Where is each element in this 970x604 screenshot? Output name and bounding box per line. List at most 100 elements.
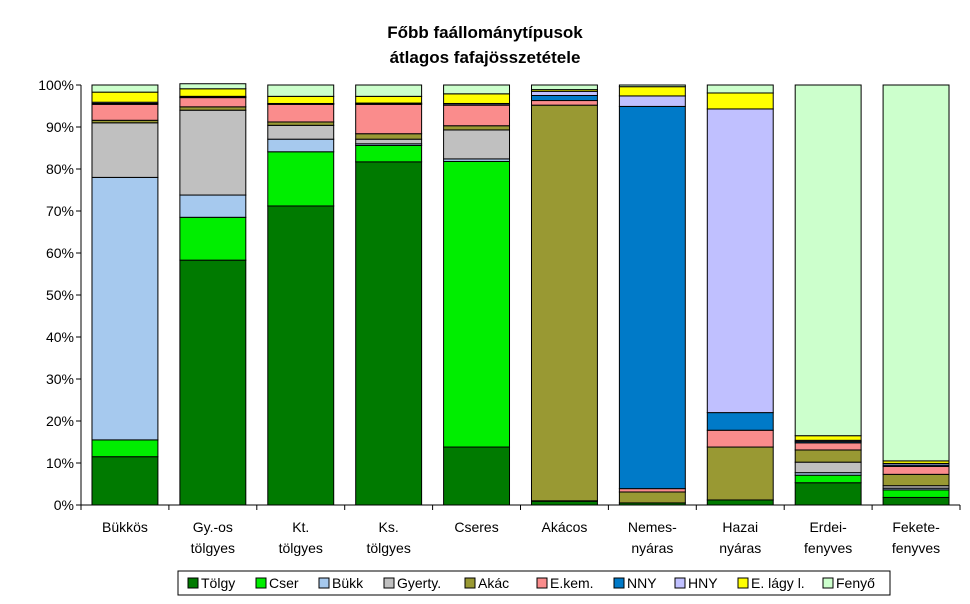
bar-segment xyxy=(706,108,774,414)
legend-label: Akác xyxy=(478,575,509,591)
legend-label: E. lágy l. xyxy=(751,575,805,591)
x-axis: Bükkös Gy.-os tölgyes Kt. tölgyes Ks. tölgyes C… xyxy=(80,504,961,556)
bar-segment xyxy=(179,88,247,97)
x-category-label: tölgyes xyxy=(191,540,235,556)
x-category-label: tölgyes xyxy=(366,540,410,556)
legend-label: NNY xyxy=(627,575,657,591)
bar-segment xyxy=(882,465,950,475)
bar-segment xyxy=(91,84,159,93)
legend: Tölgy Cser Bükk Gyerty. Akác E.kem. NNY HNY E. l… xyxy=(177,570,891,596)
x-category-label: fenyves xyxy=(804,540,852,556)
bar-segment xyxy=(179,109,247,196)
legend-swatch xyxy=(613,577,625,589)
legend-swatch xyxy=(464,577,476,589)
bars xyxy=(91,83,950,506)
bar-segment xyxy=(91,91,159,103)
bar-segment xyxy=(267,103,335,123)
bar-segment xyxy=(443,104,511,127)
bar-segment xyxy=(179,83,247,90)
bar-segment xyxy=(267,205,335,506)
bar-segment xyxy=(443,446,511,506)
bar-segment xyxy=(882,84,950,462)
bar-segment xyxy=(882,496,950,506)
y-tick-label: 10% xyxy=(46,455,74,471)
bar-segment xyxy=(355,95,423,104)
x-category-label: Akácos xyxy=(541,519,587,535)
legend-label: Cser xyxy=(269,575,299,591)
bar-segment xyxy=(91,456,159,506)
legend-label: Fenyő xyxy=(836,575,875,591)
bar-segment xyxy=(530,95,598,102)
legend-swatch xyxy=(674,577,686,589)
bar-segment xyxy=(706,446,774,501)
legend-label: Gyerty. xyxy=(397,575,441,591)
bar-segment xyxy=(179,194,247,218)
bar-segment xyxy=(794,84,862,437)
bar-segment xyxy=(530,500,598,506)
y-tick-label: 20% xyxy=(46,413,74,429)
bar-segment xyxy=(355,133,423,140)
x-category-label: Kt. xyxy=(292,519,309,535)
bar-segment xyxy=(706,412,774,431)
bar-segment xyxy=(267,84,335,97)
bar-segment xyxy=(267,138,335,153)
bar-segment xyxy=(794,442,862,451)
bar-segment xyxy=(530,90,598,97)
legend-swatch xyxy=(187,577,199,589)
bar-segment xyxy=(443,125,511,131)
bar-segment xyxy=(706,84,774,94)
bar-segment xyxy=(91,439,159,458)
bar-segment xyxy=(706,499,774,506)
legend-swatch xyxy=(822,577,834,589)
legend-box xyxy=(177,570,891,596)
bar-segment xyxy=(443,93,511,104)
legend-swatch xyxy=(255,577,267,589)
bar-segment xyxy=(794,474,862,484)
bar-segment xyxy=(706,429,774,448)
bar-segment xyxy=(794,461,862,474)
bar-segment xyxy=(179,259,247,506)
bar-segment xyxy=(443,84,511,95)
legend-label: Bükk xyxy=(332,575,364,591)
bar-segment xyxy=(618,95,686,107)
y-tick-label: 40% xyxy=(46,329,74,345)
bar-segment xyxy=(618,105,686,490)
x-category-label: Ks. xyxy=(379,519,399,535)
bar-segment xyxy=(267,95,335,104)
bar-segment xyxy=(443,129,511,160)
bar-segment xyxy=(794,435,862,441)
bar-segment xyxy=(179,97,247,108)
bar-segment xyxy=(267,124,335,140)
y-tick-label: 70% xyxy=(46,203,74,219)
chart-title-line-1: Főbb faállománytípusok xyxy=(387,23,583,42)
x-category-label: Bükkös xyxy=(102,519,148,535)
bar-segment xyxy=(794,449,862,463)
legend-swatch xyxy=(536,577,548,589)
y-tick-label: 60% xyxy=(46,245,74,261)
x-category-label: nyáras xyxy=(631,540,673,556)
bar-segment xyxy=(618,86,686,97)
x-category-label: Erdei- xyxy=(809,519,847,535)
y-tick-label: 80% xyxy=(46,161,74,177)
bar-segment xyxy=(267,151,335,207)
bar-segment xyxy=(618,488,686,493)
bar-segment xyxy=(355,161,423,506)
y-tick-label: 50% xyxy=(46,287,74,303)
bar-segment xyxy=(530,100,598,106)
bar-segment xyxy=(355,103,423,135)
bar-segment xyxy=(179,216,247,261)
x-category-label: fenyves xyxy=(892,540,940,556)
y-axis: 0% 10% 20% 30% 40% 50% 60% 70% 80% 90% 100% xyxy=(38,77,82,513)
bar-segment xyxy=(355,144,423,163)
bar-segment xyxy=(267,121,335,126)
x-category-label: tölgyes xyxy=(279,540,323,556)
bar-segment xyxy=(882,489,950,498)
bar-segment xyxy=(618,491,686,504)
y-tick-label: 90% xyxy=(46,119,74,135)
legend-label: HNY xyxy=(688,575,718,591)
y-tick-label: 30% xyxy=(46,371,74,387)
legend-label: E.kem. xyxy=(550,575,594,591)
x-category-label: Fekete- xyxy=(892,519,940,535)
